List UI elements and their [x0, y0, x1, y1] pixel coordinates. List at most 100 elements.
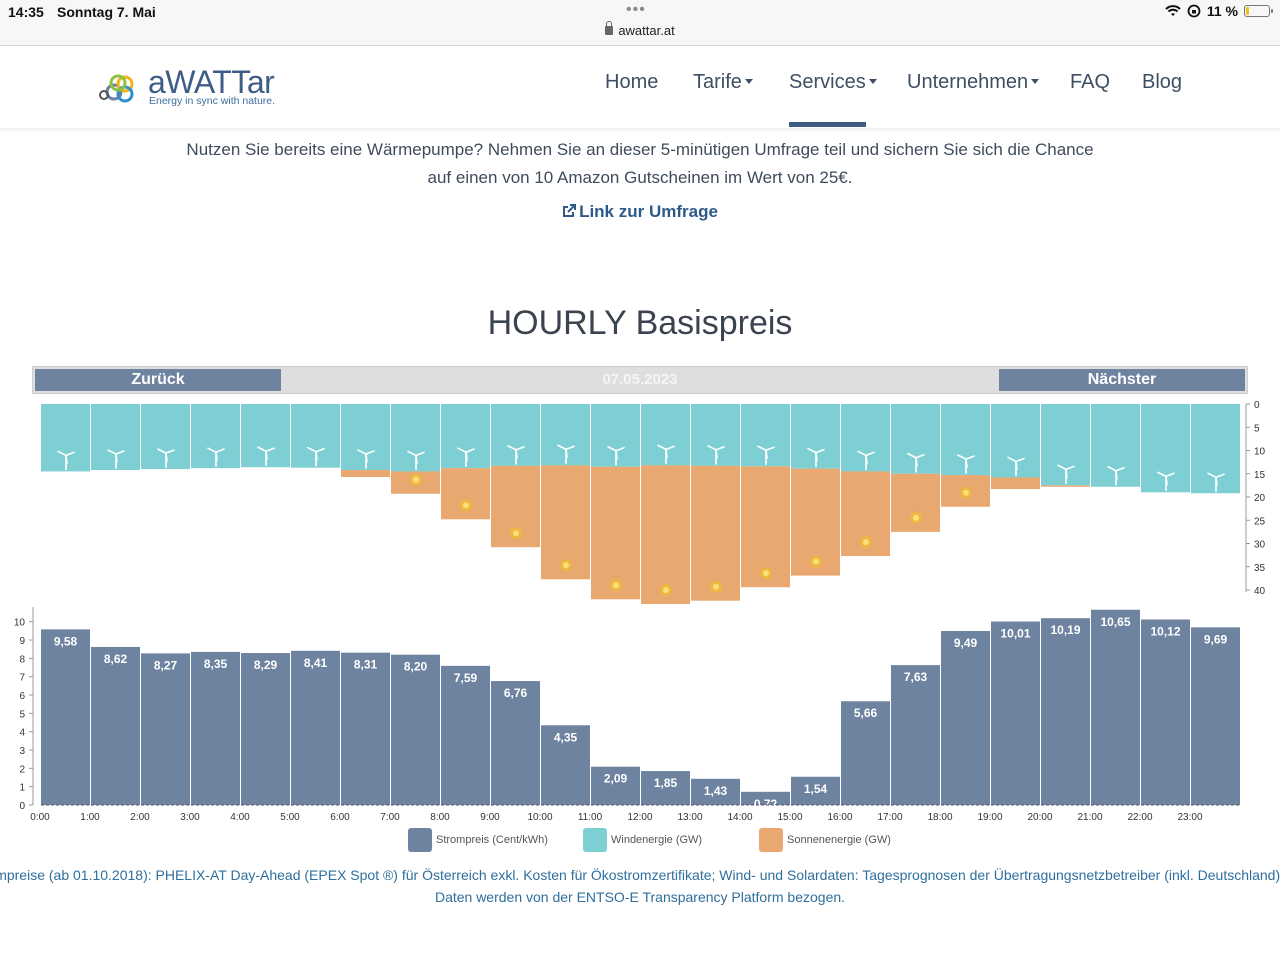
price-bar [1191, 627, 1240, 805]
wind-turbine-icon [857, 450, 875, 471]
status-icons: 11 % [1165, 3, 1273, 19]
external-link-icon [563, 204, 577, 217]
wind-turbine-icon [507, 445, 525, 465]
legend-price[interactable]: Strompreis (Cent/kWh) [408, 828, 548, 852]
hour-tick-label: 4:00 [230, 812, 250, 823]
turbine-blade [607, 445, 617, 452]
turbine-blade [915, 456, 918, 467]
sun-icon [663, 586, 669, 593]
wind-turbine-icon [157, 448, 175, 468]
price-bar [1141, 619, 1190, 805]
turbine-blade [315, 450, 318, 461]
site-header: aWATTar Energy in sync with nature. Home… [0, 46, 1280, 128]
price-tick-label: 3 [19, 746, 25, 757]
price-bar-label: 8,62 [104, 652, 128, 666]
price-tick-label: 10 [14, 618, 26, 629]
turbine-blade [1165, 475, 1168, 486]
turbine-blade [1007, 456, 1017, 463]
price-bar-label: 4,35 [554, 730, 578, 744]
wind-turbine-icon [107, 449, 125, 469]
turbine-blade [665, 448, 668, 459]
turbine-blade [315, 447, 325, 453]
chart-title: HOURLY Basispreis [487, 304, 793, 342]
wind-turbine-icon [1057, 464, 1075, 485]
turbine-blade [65, 451, 75, 457]
logo-tagline: Energy in sync with nature. [149, 95, 276, 107]
turbine-blade [407, 450, 417, 457]
wind-turbine-icon [1107, 465, 1125, 486]
turbine-blade [357, 449, 367, 455]
more-dots-icon[interactable]: ••• [626, 1, 646, 18]
hour-tick-label: 22:00 [1127, 812, 1152, 823]
rotation-lock-icon [1187, 4, 1201, 18]
turbine-blade [715, 449, 718, 459]
price-bar [391, 654, 440, 805]
turbine-blade [915, 453, 925, 459]
nav-tarife[interactable]: Tarife [693, 71, 753, 94]
price-bar-label: 0,72 [754, 797, 778, 811]
wind-turbine-icon [407, 450, 425, 471]
turbine-blade [557, 444, 567, 451]
survey-link-label: Link zur Umfrage [579, 202, 718, 221]
turbine-blade [215, 451, 218, 461]
turbine-blade [1157, 471, 1167, 478]
hour-tick-label: 10:00 [527, 812, 552, 823]
survey-promo: Nutzen Sie bereits eine Wärmepumpe? Nehm… [0, 136, 1280, 192]
price-bar [741, 791, 790, 805]
price-tick-label: 7 [19, 673, 25, 684]
energy-tick-label: 0 [1254, 400, 1260, 411]
turbine-blade [107, 449, 117, 455]
solar-bar [991, 477, 1040, 490]
wind-turbine-icon [1157, 471, 1175, 492]
price-bar-label: 9,49 [954, 636, 978, 650]
price-bar [241, 653, 290, 805]
wind-turbine-icon [257, 446, 275, 467]
price-bar-label: 8,20 [404, 660, 428, 674]
turbine-blade [215, 448, 225, 453]
wind-turbine-icon [657, 444, 675, 465]
turbine-blade [165, 452, 168, 462]
turbine-blade [65, 454, 68, 465]
sun-icon [513, 530, 519, 537]
nav-home[interactable]: Home [605, 71, 659, 93]
price-bar-label: 7,63 [904, 670, 928, 684]
nav-services[interactable]: Services [789, 71, 877, 94]
nav-blog[interactable]: Blog [1142, 71, 1183, 93]
wind-turbine-icon [607, 445, 625, 466]
back-button[interactable]: Zurück [35, 369, 281, 391]
solar-bar [341, 470, 390, 478]
nav-unternehmen-label: Unternehmen [907, 71, 1029, 93]
wifi-icon [1165, 5, 1181, 16]
legend-solar[interactable]: Sonnenenergie (GW) [759, 828, 891, 852]
survey-link[interactable]: Link zur Umfrage [0, 202, 1280, 222]
wind-turbine-icon [957, 454, 975, 474]
price-tick-label: 4 [19, 728, 25, 739]
legend-wind[interactable]: Windenergie (GW) [583, 828, 702, 852]
sun-icon [813, 558, 819, 565]
hour-tick-label: 23:00 [1177, 812, 1202, 823]
energy-tick-label: 35 [1254, 563, 1266, 574]
energy-tick-label: 30 [1254, 540, 1266, 551]
awattar-logo[interactable]: aWATTar Energy in sync with nature. [98, 64, 278, 110]
address-bar[interactable]: awattar.at [0, 21, 1280, 38]
solar-bar [441, 468, 490, 520]
data-source-line-1: Strompreise (ab 01.10.2018): PHELIX-AT D… [0, 867, 1280, 883]
next-button[interactable]: Nächster [999, 369, 1245, 391]
price-tick-label: 8 [19, 654, 25, 665]
price-bar-label: 1,43 [704, 784, 728, 798]
energy-tick-label: 20 [1254, 493, 1266, 504]
turbine-blade [157, 448, 167, 454]
turbine-blade [265, 447, 275, 453]
turbine-blade [165, 449, 175, 454]
price-tick-label: 1 [19, 783, 25, 794]
price-bar [441, 665, 490, 805]
nav-unternehmen[interactable]: Unternehmen [907, 71, 1040, 94]
price-bar [791, 776, 840, 805]
turbine-blade [515, 446, 525, 451]
nav-faq[interactable]: FAQ [1070, 71, 1111, 93]
energy-tick-label: 40 [1254, 586, 1266, 597]
turbine-blade [807, 447, 817, 454]
turbine-blade [615, 446, 625, 452]
turbine-blade [1115, 466, 1125, 472]
price-bar [941, 631, 990, 805]
